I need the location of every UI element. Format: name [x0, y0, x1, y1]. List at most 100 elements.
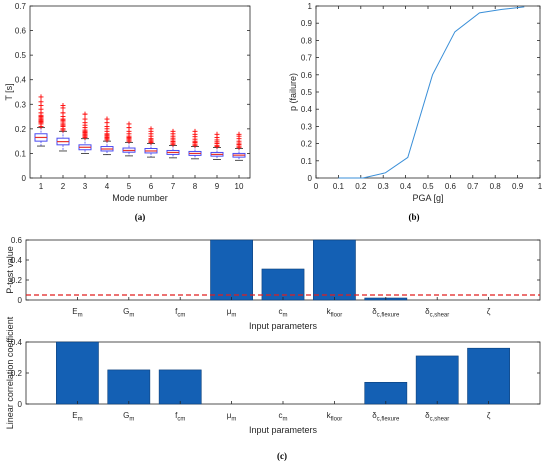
fragility-line — [338, 6, 525, 179]
x-tick-label: 0.3 — [378, 182, 390, 191]
y-tick-label: 0.3 — [301, 122, 313, 131]
y-tick-label: 0.2 — [301, 140, 313, 149]
bar — [158, 369, 202, 405]
x-tick-label: Em — [72, 411, 82, 423]
x-tick-label: Em — [72, 307, 82, 319]
x-tick-label: δc,flexure — [372, 307, 400, 319]
x-tick-label: 10 — [235, 182, 244, 191]
x-tick-label: cm — [279, 307, 288, 319]
x-tick-label: 0.7 — [467, 182, 479, 191]
x-tick-label: Gm — [123, 411, 134, 423]
x-tick-label: 0.4 — [400, 182, 412, 191]
x-tick-label: 0 — [314, 182, 319, 191]
caption-b: (b) — [409, 212, 420, 222]
y-tick-label: 0.7 — [301, 54, 313, 63]
x-tick-label: ζ — [487, 307, 491, 316]
x-tick-label: 0.1 — [333, 182, 345, 191]
y-axis-label: P-test value — [5, 246, 15, 294]
caption-c: (c) — [277, 451, 287, 461]
fragility-curve-panel: 0 0.1 0.2 0.3 0.4 0.5 0.6 0.7 0.8 0.9 1 0 0.1 0.2 0.3 0… — [288, 2, 543, 203]
x-tick-label: 0.9 — [512, 182, 524, 191]
x-tick-label: 0.6 — [445, 182, 457, 191]
y-tick-label: 0.7 — [15, 2, 27, 11]
bar — [415, 355, 459, 405]
p-test-bar-panel: 0 0.2 0.4 0.6 Em Gm fcm μm cm kfloor δc,flexure δc,… — [5, 236, 541, 331]
outlier-marker — [82, 116, 88, 122]
plot-frame — [29, 5, 251, 179]
y-tick-label: 0.2 — [11, 276, 23, 285]
y-tick-label: 0.5 — [15, 51, 27, 60]
x-tick-label: δc,shear — [425, 411, 449, 423]
y-axis-label: Linear correlation coefficient — [5, 316, 15, 429]
x-tick-label: 9 — [215, 182, 220, 191]
bar — [56, 341, 99, 405]
outlier-marker — [192, 128, 198, 134]
y-axis-label: p (failure) — [288, 73, 298, 111]
x-tick-label: 1 — [538, 182, 543, 191]
y-tick-label: 0.8 — [301, 36, 313, 45]
outlier-marker — [148, 126, 154, 132]
outlier-marker — [104, 116, 110, 122]
boxplot-panel: 0 0.1 0.2 0.3 0.4 0.5 0.6 0.7 1 2 3 4 5 6 7 8 9 10 Mode nu… — [4, 2, 251, 203]
y-tick-label: 0.4 — [301, 105, 313, 114]
bar — [364, 381, 408, 405]
x-axis-label: Input parameters — [249, 321, 318, 331]
outlier-marker — [60, 103, 66, 109]
x-tick-label: δc,flexure — [372, 411, 400, 423]
x-axis-label: PGA [g] — [412, 193, 443, 203]
outlier-marker — [236, 131, 242, 137]
x-tick-label: 2 — [61, 182, 66, 191]
bar — [107, 369, 151, 405]
x-axis-label: Input parameters — [249, 425, 318, 435]
plot-frame — [315, 5, 541, 179]
y-tick-label: 0.1 — [15, 149, 27, 158]
bar — [210, 239, 253, 301]
x-tick-label: 5 — [127, 182, 132, 191]
correlation-bar-panel: 0 0.2 0.4 Em Gm fcm μm cm kfloor δc,flexure δc,she… — [5, 316, 541, 435]
y-tick-label: 0.4 — [11, 338, 23, 347]
x-tick-label: fcm — [175, 411, 185, 423]
x-tick-label: kfloor — [327, 307, 343, 319]
outlier-marker — [170, 128, 176, 134]
x-tick-label: kfloor — [327, 411, 343, 423]
y-tick-label: 0 — [22, 174, 27, 183]
x-tick-label: fcm — [175, 307, 185, 319]
y-tick-label: 0 — [18, 296, 23, 305]
y-tick-label: 0.9 — [301, 19, 313, 28]
y-tick-label: 0 — [18, 400, 23, 409]
x-tick-label: 4 — [105, 182, 110, 191]
y-tick-label: 0.3 — [15, 100, 27, 109]
x-tick-label: 7 — [171, 182, 176, 191]
outlier-marker — [214, 131, 220, 137]
bar — [467, 347, 510, 405]
x-tick-label: 0.5 — [422, 182, 434, 191]
x-tick-label: μm — [227, 307, 237, 319]
y-tick-label: 0.2 — [15, 125, 27, 134]
y-tick-label: 0.4 — [11, 256, 23, 265]
outlier-marker — [38, 94, 44, 100]
caption-a: (a) — [135, 212, 146, 222]
x-tick-label: 0.2 — [355, 182, 367, 191]
x-tick-label: 8 — [193, 182, 198, 191]
outlier-marker — [126, 121, 132, 127]
y-tick-label: 0.6 — [301, 71, 313, 80]
y-tick-label: 0.1 — [301, 157, 313, 166]
y-tick-label: 0.4 — [15, 76, 27, 85]
y-axis-label: T [s] — [4, 83, 14, 100]
x-axis-label: Mode number — [112, 193, 168, 203]
outlier-marker — [82, 111, 88, 117]
y-tick-label: 0 — [308, 174, 313, 183]
outlier-marker — [60, 110, 66, 116]
x-tick-label: 0.8 — [490, 182, 502, 191]
x-tick-label: ζ — [487, 411, 491, 420]
x-tick-label: 1 — [39, 182, 44, 191]
x-tick-label: Gm — [123, 307, 134, 319]
bar — [313, 239, 356, 301]
y-tick-label: 1 — [308, 2, 313, 11]
x-tick-label: δc,shear — [425, 307, 449, 319]
y-tick-label: 0.6 — [15, 27, 27, 36]
x-tick-label: cm — [279, 411, 288, 423]
x-tick-label: μm — [227, 411, 237, 423]
y-tick-label: 0.2 — [11, 369, 23, 378]
